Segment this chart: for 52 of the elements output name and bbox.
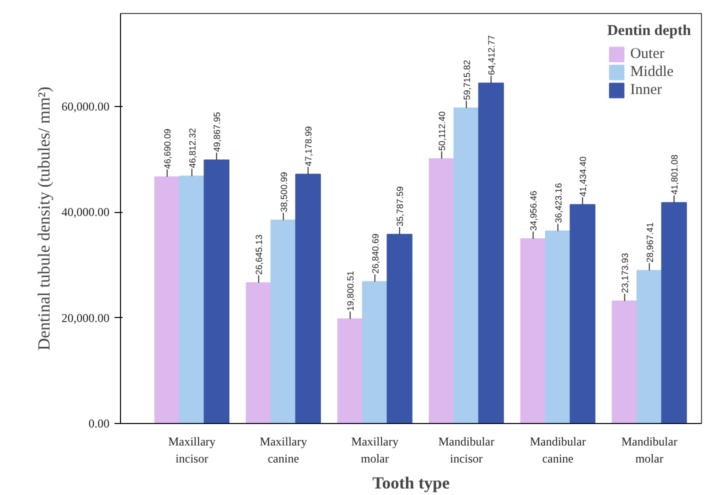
x-tick-label: Mandibular molar <box>621 434 678 466</box>
x-tick-label: Mandibular incisor <box>438 434 494 466</box>
bar <box>454 107 480 424</box>
bar <box>204 160 230 424</box>
bar <box>179 176 205 424</box>
y-tick-label: 0.00 <box>88 416 110 430</box>
bar <box>362 281 388 424</box>
bar <box>154 176 180 424</box>
data-label: 50,112.40 <box>437 111 448 151</box>
data-label: 49,867.95 <box>212 112 222 152</box>
y-tick-label: 40,000.00 <box>62 205 110 220</box>
x-tick-label: Mandibular canine <box>530 434 586 466</box>
data-label: 59,715.82 <box>462 60 472 100</box>
data-label: 38,500.99 <box>278 172 289 212</box>
y-tick-label: 60,000.00 <box>62 99 110 114</box>
data-label: 35,787.59 <box>395 186 406 226</box>
data-label: 41,801.08 <box>670 154 680 195</box>
data-label: 46,812.32 <box>187 128 198 168</box>
bar <box>612 300 638 424</box>
data-label: 23,173.93 <box>620 253 630 294</box>
legend-label: Inner <box>630 81 662 99</box>
legend-label: Outer <box>630 45 664 63</box>
x-axis-title: Tooth type <box>372 473 450 492</box>
data-label: 19,800.51 <box>346 270 356 311</box>
data-label: 41,434.40 <box>578 156 588 197</box>
data-label: 47,178.99 <box>304 126 314 166</box>
data-label: 64,412.77 <box>486 35 497 76</box>
bar <box>570 204 596 424</box>
bar <box>246 282 272 424</box>
x-tick-label: Maxillary molar <box>351 434 399 466</box>
x-tick-label: Maxillary canine <box>260 434 308 466</box>
x-tick-label: Maxillary incisor <box>168 434 216 466</box>
data-label: 34,956.46 <box>528 190 539 231</box>
bar <box>337 318 364 424</box>
legend-label: Middle <box>630 63 674 81</box>
bar <box>545 230 571 424</box>
bar <box>295 174 321 424</box>
bar <box>428 158 455 424</box>
bar <box>386 234 412 424</box>
bar <box>636 270 662 424</box>
data-label: 26,645.13 <box>254 234 264 275</box>
data-label: 46,690.09 <box>162 128 173 169</box>
bar <box>478 82 504 424</box>
data-label: 36,423.16 <box>553 183 564 224</box>
y-tick-label: 20,000.00 <box>62 310 110 325</box>
legend-title: Dentin depth <box>607 23 691 40</box>
data-label: 26,840.69 <box>370 234 380 274</box>
data-label: 28,967.41 <box>644 222 655 262</box>
y-axis-title: Dentinal tubule density (tubules/ mm²) <box>34 86 54 350</box>
bar <box>520 238 546 424</box>
bar <box>270 220 296 424</box>
bar <box>661 202 687 424</box>
